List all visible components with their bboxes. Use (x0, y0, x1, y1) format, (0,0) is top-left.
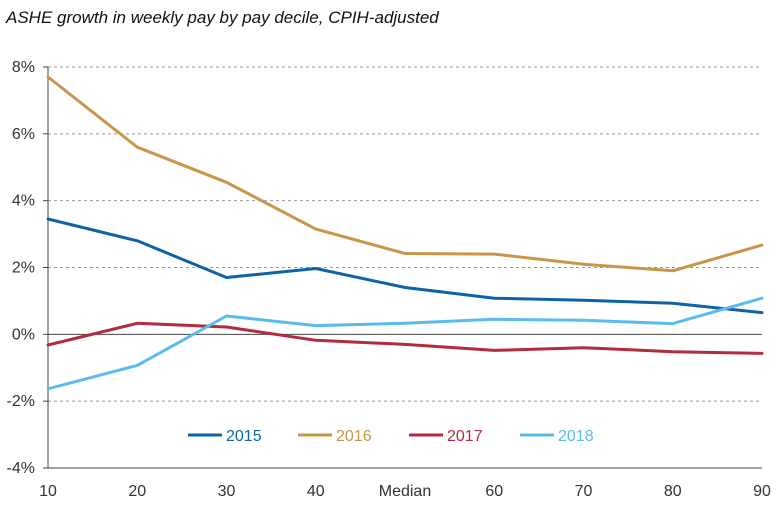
y-tick-label: 6% (12, 126, 35, 143)
x-tick-label: 20 (128, 483, 146, 500)
x-tick-label: 60 (485, 483, 503, 500)
y-axis-tick-labels: 8% 6% 4% 2% 0% -2% -4% (7, 59, 35, 477)
series-line-2015 (46, 217, 764, 315)
y-tick-label: 4% (12, 193, 35, 210)
y-tick-label: 0% (12, 326, 35, 343)
x-tick-label: 80 (664, 483, 682, 500)
series-lines (46, 75, 764, 391)
x-tick-label: 70 (575, 483, 593, 500)
legend-label-2017: 2017 (447, 428, 483, 445)
x-tick-label: 90 (753, 483, 771, 500)
y-tick-label: 8% (12, 59, 35, 76)
y-tick-label: -4% (7, 460, 35, 477)
axes (43, 66, 762, 469)
legend: 2015 2016 2017 2018 (188, 428, 594, 445)
legend-label-2016: 2016 (336, 428, 372, 445)
y-tick-label: -2% (7, 393, 35, 410)
series-line-2016 (46, 75, 764, 273)
x-tick-label: Median (379, 483, 431, 500)
y-tick-label: 2% (12, 260, 35, 277)
x-axis-tick-labels: 10 20 30 40 Median 60 70 80 90 (39, 483, 771, 500)
legend-label-2015: 2015 (226, 428, 262, 445)
x-tick-label: 40 (307, 483, 325, 500)
series-line-2018 (46, 296, 764, 391)
x-tick-label: 10 (39, 483, 57, 500)
x-tick-label: 30 (218, 483, 236, 500)
series-line-2017 (46, 321, 764, 355)
legend-label-2018: 2018 (558, 428, 594, 445)
chart-title: ASHE growth in weekly pay by pay decile,… (6, 8, 439, 27)
